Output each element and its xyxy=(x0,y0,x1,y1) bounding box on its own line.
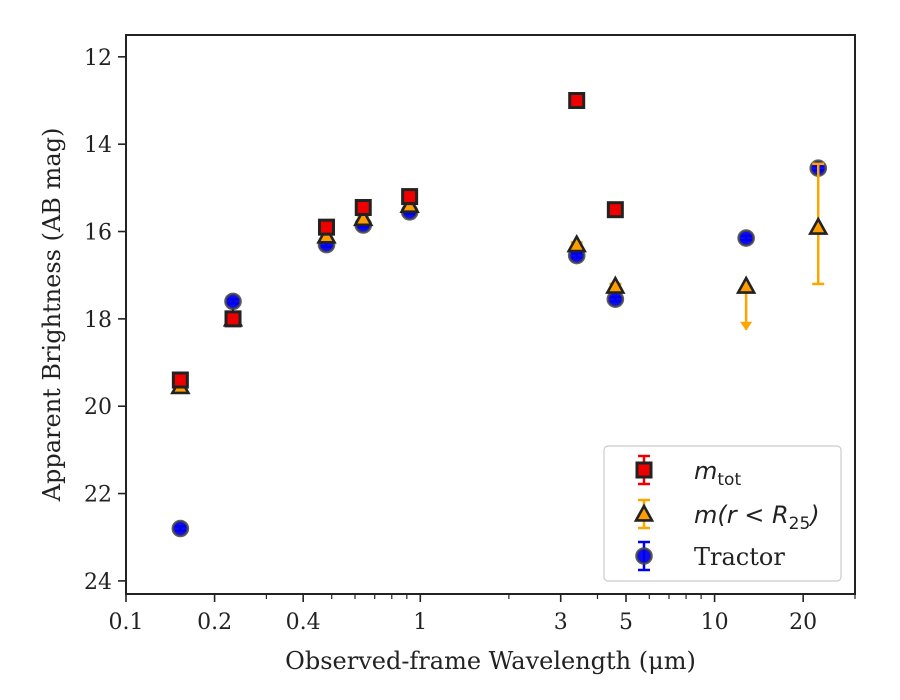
series-layer xyxy=(170,92,829,538)
legend-label: m(r < R25) xyxy=(694,501,820,534)
data-point-triangle xyxy=(566,233,587,253)
marker-square xyxy=(568,92,586,110)
marker-triangle xyxy=(808,216,829,235)
x-tick-label: 3 xyxy=(554,610,568,635)
data-point-circle xyxy=(606,290,625,309)
marker-triangle xyxy=(735,275,757,294)
data-point-square xyxy=(568,92,586,110)
y-tick-label: 20 xyxy=(84,395,112,420)
x-tick-label: 5 xyxy=(619,610,633,635)
y-tick-label: 24 xyxy=(84,570,112,595)
upper-limit-arrow xyxy=(740,321,753,331)
x-axis-title: Observed-frame Wavelength (μm) xyxy=(285,647,696,675)
series-square xyxy=(171,92,624,389)
marker-triangle xyxy=(605,275,626,294)
marker-square xyxy=(171,371,189,389)
data-point-triangle xyxy=(353,207,374,227)
y-tick-label: 16 xyxy=(84,221,112,246)
data-point-square xyxy=(401,188,419,206)
marker-square xyxy=(317,218,335,236)
legend-entry-triangle: m(r < R25) xyxy=(633,498,820,534)
marker-triangle xyxy=(566,233,587,253)
x-tick-label: 0.2 xyxy=(197,610,232,635)
marker-triangle xyxy=(353,207,374,227)
y-axis: 12 14 16 18 20 22 24 xyxy=(84,46,126,595)
marker-circle xyxy=(737,229,755,247)
data-point-square xyxy=(317,218,335,236)
x-tick-label: 0.4 xyxy=(286,610,321,635)
legend-marker-square xyxy=(635,461,653,479)
data-point-square xyxy=(224,310,242,328)
data-point-triangle xyxy=(735,275,757,331)
marker-square xyxy=(224,310,242,328)
x-tick-label: 1 xyxy=(413,610,427,635)
data-point-circle xyxy=(224,292,242,311)
marker-square xyxy=(401,188,419,206)
legend-entry-circle: Tractor xyxy=(635,540,785,572)
plot-frame xyxy=(125,34,856,595)
data-point-square xyxy=(171,371,189,389)
legend-marker-triangle xyxy=(633,503,655,522)
marker-square xyxy=(606,201,624,219)
x-tick-label: 20 xyxy=(789,610,817,635)
legend-label: Tractor xyxy=(694,543,785,571)
y-tick-label: 18 xyxy=(84,308,112,333)
y-tick-label: 12 xyxy=(84,46,112,71)
marker-circle xyxy=(606,290,625,309)
marker-circle xyxy=(171,519,190,538)
legend-box xyxy=(603,445,842,582)
marker-square xyxy=(354,199,372,217)
legend-entry-square: mtot xyxy=(635,454,741,490)
data-point-circle xyxy=(171,519,190,538)
marker-circle xyxy=(224,292,242,311)
x-tick-label: 0.1 xyxy=(109,610,144,635)
legend-label: mtot xyxy=(694,457,741,490)
data-point-circle xyxy=(737,229,755,247)
y-tick-label: 14 xyxy=(84,133,112,158)
data-point-triangle xyxy=(808,162,829,286)
x-tick-label: 10 xyxy=(701,610,729,635)
y-tick-label: 22 xyxy=(84,483,112,508)
data-point-square xyxy=(354,199,372,217)
legend-marker-circle xyxy=(635,547,653,565)
legend: mtot m(r < R25) Tractor xyxy=(603,445,842,582)
data-point-triangle xyxy=(605,275,626,294)
y-axis-title: Apparent Brightness (AB mag) xyxy=(38,128,66,503)
x-axis: 0.1 0.2 0.4 1 3 5 10 20 xyxy=(109,594,856,635)
data-point-square xyxy=(606,201,624,219)
